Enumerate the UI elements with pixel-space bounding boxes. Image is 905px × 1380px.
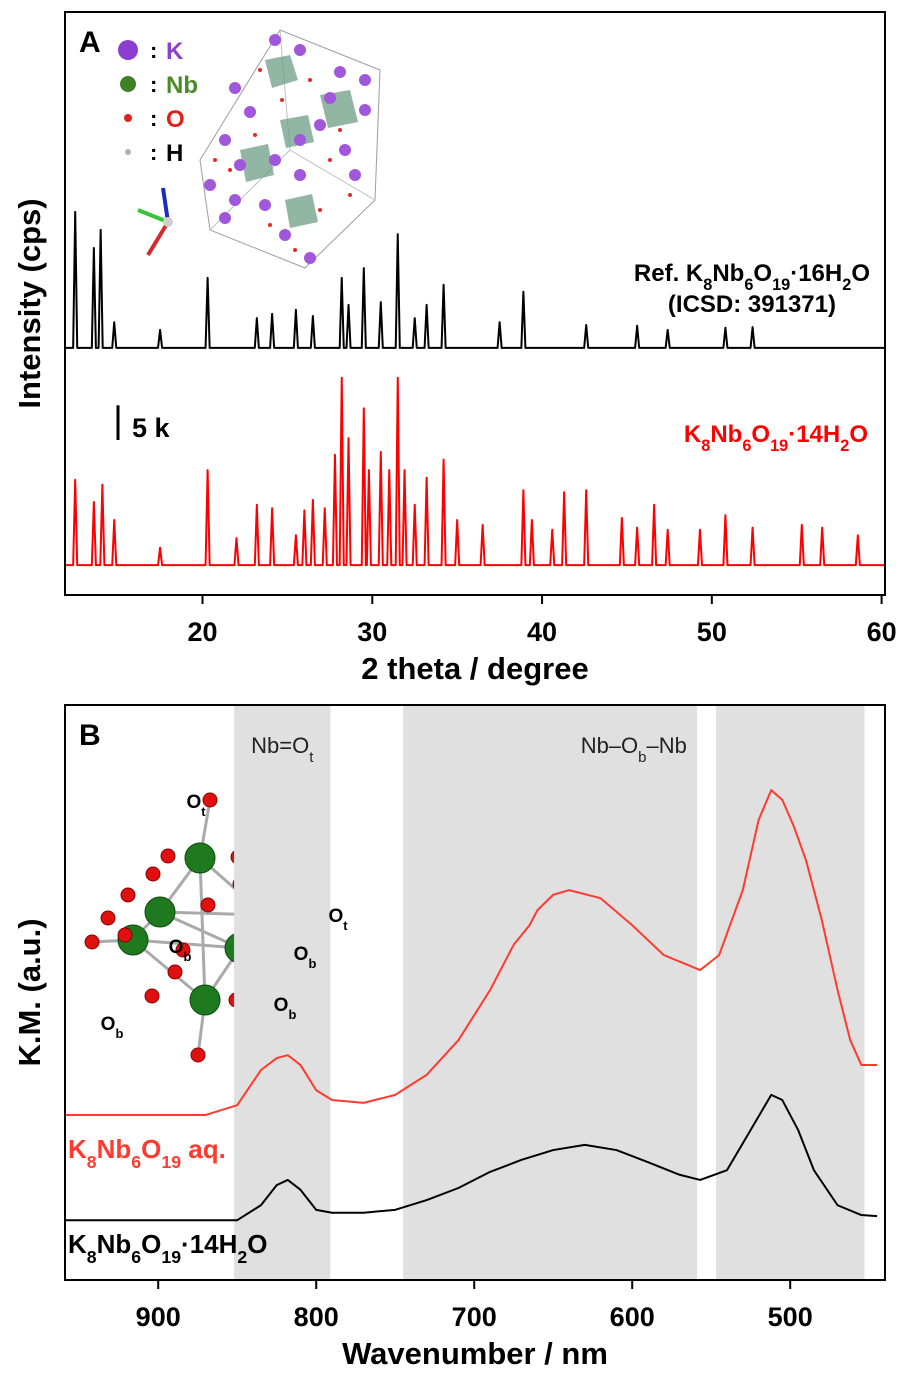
x-tick-label: 60 [867, 617, 897, 647]
series-label-part: O [141, 1229, 161, 1259]
legend-separator: : [150, 106, 157, 131]
series-label: K8Nb6O19 aq. [68, 1134, 226, 1172]
series-label-part: 2 [840, 437, 849, 455]
series-label-part: K [68, 1229, 87, 1259]
series-line [65, 378, 885, 565]
x-tick-label: 600 [610, 1302, 655, 1332]
figure: Ref. K8Nb6O19·16H2O(ICSD: 391371)K8Nb6O1… [0, 0, 905, 1380]
series-label-part: K [68, 1134, 87, 1164]
panel-label: A [79, 26, 101, 59]
legend-separator: : [150, 38, 157, 63]
annotation-part: O [294, 944, 309, 965]
annotation-part: O [328, 906, 343, 927]
series-label-part: 2 [237, 1247, 247, 1267]
annotation-part: b [288, 1007, 296, 1022]
series-label: K8Nb6O19·14H2O [684, 421, 868, 455]
y-axis-title: K.M. (a.u.) [12, 918, 47, 1066]
series-label-part: 2 [842, 276, 851, 294]
annotation-part: O [186, 792, 201, 813]
annotation-part: O [169, 937, 184, 958]
legend-symbol [124, 114, 132, 122]
annotation-part: t [201, 804, 206, 819]
series-label-part: O [247, 1229, 267, 1259]
band-label-part: Nb=O [251, 733, 309, 758]
legend-label: K [166, 38, 184, 65]
series-label-part: 8 [701, 437, 710, 455]
scale-bar-label: 5 k [132, 413, 171, 443]
series-label-part: 8 [87, 1152, 97, 1172]
legend-symbol [118, 40, 138, 60]
series-label-part: O [753, 260, 772, 287]
legend-symbol [125, 149, 131, 155]
series-label-part: 6 [742, 437, 751, 455]
x-tick-label: 900 [136, 1302, 181, 1332]
y-axis-title: Intensity (cps) [12, 198, 47, 408]
series-label-part: ·14H [181, 1229, 237, 1259]
legend-separator: : [150, 140, 157, 165]
x-tick-label: 800 [294, 1302, 339, 1332]
series-label-part: Ref. K [634, 260, 704, 287]
series-label-part: 19 [161, 1247, 181, 1267]
series-label-part: Nb [712, 260, 744, 287]
annotation-part: O [101, 1014, 116, 1035]
x-axis-title: 2 theta / degree [361, 651, 588, 686]
band-label-part: b [638, 749, 646, 766]
annotation: Ob [169, 937, 192, 964]
series-label-part: ·14H [788, 421, 840, 448]
annotation-part: b [183, 949, 191, 964]
annotation-part: O [274, 995, 289, 1016]
series-label-part: 19 [770, 437, 788, 455]
series-label-part: O [141, 1134, 161, 1164]
series-label-part: Nb [97, 1134, 132, 1164]
series-label-part: 6 [131, 1247, 141, 1267]
panel-label: B [79, 719, 101, 752]
legend-label: O [166, 106, 185, 133]
x-tick-label: 30 [357, 617, 387, 647]
annotation-part: b [115, 1026, 123, 1041]
legend-symbol [120, 76, 136, 92]
band [716, 705, 865, 1280]
series-label-part: 6 [131, 1152, 141, 1172]
x-tick-label: 500 [768, 1302, 813, 1332]
annotation: Ot [328, 906, 348, 933]
x-tick-label: 20 [187, 617, 217, 647]
legend-separator: : [150, 72, 157, 97]
annotation: Ob [101, 1014, 124, 1041]
band-label-part: Nb–O [581, 733, 638, 758]
band-label-part: –Nb [647, 733, 687, 758]
series-reference: (ICSD: 391371) [668, 291, 836, 318]
series-label-part: 19 [161, 1152, 181, 1172]
series-label-part: K [684, 421, 702, 448]
annotation-part: b [308, 956, 316, 971]
x-tick-label: 700 [452, 1302, 497, 1332]
legend-label: Nb [166, 72, 198, 99]
series-label-part: ·16H [790, 260, 842, 287]
x-tick-label: 50 [697, 617, 727, 647]
series-label: Ref. K8Nb6O19·16H2O [634, 260, 870, 294]
series-label-part: O [751, 421, 770, 448]
annotation-part: t [343, 918, 348, 933]
x-tick-label: 40 [527, 617, 557, 647]
x-axis-title: Wavenumber / nm [342, 1336, 608, 1371]
series-label-part: Nb [710, 421, 742, 448]
annotation: Ot [186, 792, 206, 819]
series-label-part: O [849, 421, 868, 448]
band [234, 705, 330, 1280]
band [403, 705, 697, 1280]
series-label-part: Nb [97, 1229, 132, 1259]
series-label-part: 8 [87, 1247, 97, 1267]
series-label-part: aq. [181, 1134, 226, 1164]
series-label-part: O [851, 260, 870, 287]
legend-label: H [166, 140, 183, 167]
